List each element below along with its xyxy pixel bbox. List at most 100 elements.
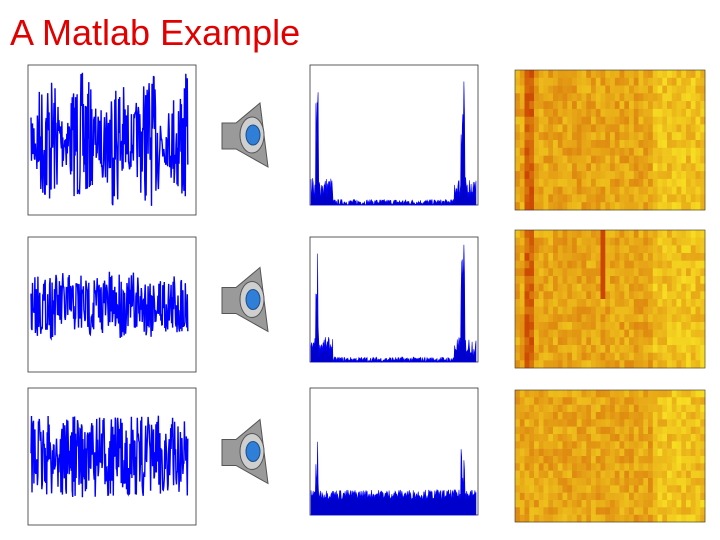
spectrogram-cell bbox=[681, 390, 687, 398]
spectrogram-cell bbox=[581, 426, 587, 435]
spectrogram-cell bbox=[529, 237, 535, 246]
spectrogram-cell bbox=[643, 93, 649, 102]
spectrogram-cell bbox=[671, 470, 677, 479]
spectrogram-cell bbox=[524, 492, 530, 501]
spectrogram-cell bbox=[600, 253, 606, 261]
spectrogram-cell bbox=[662, 306, 668, 315]
spectrogram-cell bbox=[681, 345, 687, 353]
spectrogram-cell bbox=[557, 70, 563, 79]
spectrogram-cell bbox=[591, 253, 596, 261]
spectrogram-cell bbox=[548, 70, 554, 79]
spectrogram-cell bbox=[567, 329, 573, 338]
spectrogram-cell bbox=[648, 283, 653, 292]
spectrogram-cell bbox=[586, 337, 592, 346]
spectrogram-cell bbox=[576, 108, 582, 117]
spectrogram-cell bbox=[557, 116, 563, 125]
spectrogram-cell bbox=[581, 155, 587, 164]
spectrogram-cell bbox=[548, 147, 554, 156]
spectrogram-cell bbox=[562, 171, 568, 180]
spectrogram-cell bbox=[667, 291, 672, 300]
spectrogram-cell bbox=[690, 360, 696, 369]
spectrogram-cell bbox=[600, 268, 606, 277]
spectrogram-cell bbox=[562, 85, 568, 94]
spectrogram-cell bbox=[543, 485, 549, 493]
spectrogram-cell bbox=[619, 171, 625, 180]
spectrogram-cell bbox=[614, 171, 620, 180]
spectrogram-cell bbox=[610, 253, 615, 261]
spectrogram-cell bbox=[657, 337, 663, 346]
spectrogram-cell bbox=[515, 77, 520, 86]
spectrogram-cell bbox=[686, 93, 691, 102]
spectrogram-cell bbox=[662, 470, 668, 479]
spectrogram-cell bbox=[633, 230, 639, 238]
spectrogram-cell bbox=[614, 116, 620, 125]
spectrogram-cell bbox=[605, 202, 611, 211]
spectrogram-cell bbox=[581, 507, 587, 515]
spectrum bbox=[310, 81, 477, 206]
spectrogram-cell bbox=[553, 314, 558, 323]
spectrogram-cell bbox=[671, 314, 677, 323]
spectrogram-cell bbox=[515, 116, 520, 125]
spectrogram-cell bbox=[591, 426, 596, 435]
spectrogram-cell bbox=[605, 245, 611, 254]
spectrogram-cell bbox=[629, 132, 634, 141]
spectrogram-cell bbox=[690, 500, 696, 508]
spectrogram-cell bbox=[629, 441, 634, 449]
spectrogram-cell bbox=[515, 412, 520, 420]
spectrogram-cell bbox=[662, 404, 668, 413]
spectrogram-cell bbox=[515, 514, 520, 523]
spectrogram-cell bbox=[633, 93, 639, 102]
spectrogram-cell bbox=[600, 345, 606, 353]
spectrogram-cell bbox=[595, 132, 601, 141]
spectrogram-cell bbox=[700, 283, 706, 292]
spectrogram-cell bbox=[538, 314, 544, 323]
spectrogram-cell bbox=[567, 441, 573, 449]
spectrogram-cell bbox=[671, 93, 677, 102]
spectrogram-cell bbox=[562, 260, 568, 269]
spectrogram-cell bbox=[534, 70, 539, 79]
spectrogram-cell bbox=[690, 237, 696, 246]
spectrogram-cell bbox=[686, 507, 691, 515]
spectrogram-cell bbox=[557, 426, 563, 435]
spectrogram-cell bbox=[534, 360, 539, 369]
spectrogram-cell bbox=[605, 77, 611, 86]
spectrogram-cell bbox=[624, 171, 630, 180]
spectrogram-cell bbox=[519, 245, 525, 254]
spectrogram-cell bbox=[581, 337, 587, 346]
spectrogram-cell bbox=[671, 276, 677, 284]
spectrogram-cell bbox=[686, 360, 691, 369]
spectrogram-cell bbox=[695, 448, 701, 457]
spectrogram-cell bbox=[614, 337, 620, 346]
spectrogram-cell bbox=[519, 390, 525, 398]
spectrogram-cell bbox=[652, 116, 658, 125]
spectrogram-cell bbox=[543, 478, 549, 486]
spectrogram-cell bbox=[553, 147, 558, 156]
spectrogram-cell bbox=[572, 291, 577, 300]
spectrogram-cell bbox=[657, 276, 663, 284]
spectrogram-cell bbox=[538, 470, 544, 479]
spectrogram-cell bbox=[624, 163, 630, 172]
spectrogram-cell bbox=[638, 268, 644, 277]
spectrogram-cell bbox=[534, 260, 539, 269]
spectrogram-cell bbox=[652, 441, 658, 449]
spectrogram-cell bbox=[529, 140, 535, 149]
spectrogram-cell bbox=[652, 230, 658, 238]
spectrogram-cell bbox=[686, 202, 691, 211]
spectrogram-cell bbox=[553, 337, 558, 346]
spectrogram-cell bbox=[581, 77, 587, 86]
spectrogram-cell bbox=[671, 390, 677, 398]
spectrogram-cell bbox=[700, 514, 706, 523]
spectrogram-cell bbox=[586, 178, 592, 187]
spectrogram-cell bbox=[600, 276, 606, 284]
spectrogram-cell bbox=[557, 352, 563, 361]
spectrogram-cell bbox=[567, 283, 573, 292]
spectrogram-cell bbox=[548, 434, 554, 442]
spectrogram-cell bbox=[700, 360, 706, 369]
spectrogram-cell bbox=[700, 470, 706, 479]
spectrogram-cell bbox=[633, 514, 639, 523]
spectrogram-cell bbox=[648, 456, 653, 464]
spectrogram-cell bbox=[686, 116, 691, 125]
spectrogram-cell bbox=[529, 77, 535, 86]
spectrogram-cell bbox=[572, 140, 577, 149]
spectrogram-cell bbox=[695, 85, 701, 94]
